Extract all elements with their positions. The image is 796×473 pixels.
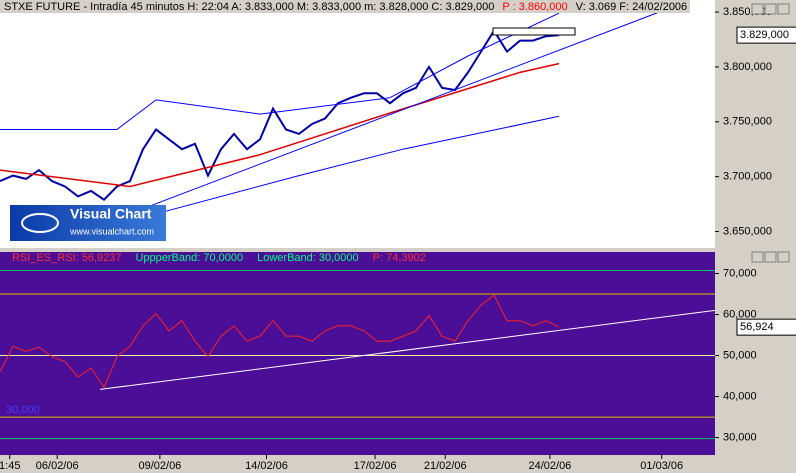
resistance-box <box>492 27 576 36</box>
y-tick-label: 3.700,000 <box>723 171 772 183</box>
x-tick-label: 14/02/06 <box>245 460 288 472</box>
plot-bg <box>0 252 715 455</box>
indicator-header: UppperBand: 70,0000 <box>135 252 243 264</box>
y-tick-label: 30,000 <box>723 431 757 443</box>
series-line <box>0 28 560 201</box>
last-value-label: 56,924 <box>740 321 774 333</box>
x-tick-label: 21/02/06 <box>424 460 467 472</box>
max-button[interactable] <box>764 251 777 263</box>
close-button[interactable] <box>777 3 790 15</box>
x-tick-label: 09/02/06 <box>138 460 181 472</box>
x-tick-label: 17/02/06 <box>354 460 397 472</box>
series-line <box>100 309 716 390</box>
series-line <box>120 9 666 218</box>
min-button[interactable] <box>751 251 764 263</box>
series-line <box>0 62 560 188</box>
last-value-box <box>736 318 796 336</box>
x-tick-label: 1:45 <box>0 460 20 472</box>
indicator-header: P: 74,3902 <box>373 252 426 264</box>
y-tick-label: 70,000 <box>723 267 757 279</box>
max-button[interactable] <box>764 3 777 15</box>
indicator-header: RSI_ES_RSI: 56,9237 <box>12 252 121 264</box>
header-text: STXE FUTURE - Intradía 45 minutos H: 22:… <box>4 1 494 13</box>
y-tick-label: 60,000 <box>723 308 757 320</box>
logo-box <box>10 205 166 241</box>
x-tick-label: 24/02/06 <box>528 460 571 472</box>
series-line <box>0 12 560 130</box>
min-button[interactable] <box>751 3 764 15</box>
x-tick-label: 06/02/06 <box>36 460 79 472</box>
y-tick-label: 3.800,000 <box>723 61 772 73</box>
y-tick-label: 3.650,000 <box>723 225 772 237</box>
header-bg <box>0 0 690 13</box>
header-text: V: 3.069 F: 24/02/2006 <box>576 1 688 13</box>
y-tick-label: 40,000 <box>723 390 757 402</box>
last-value-box <box>736 26 796 44</box>
corner-label: 30,000 <box>6 404 40 416</box>
x-tick-label: 01/03/06 <box>640 460 683 472</box>
header-text: P : 3.860,000 <box>502 1 567 13</box>
y-tick-label: 50,000 <box>723 349 757 361</box>
y-tick-label: 3.750,000 <box>723 116 772 128</box>
logo-url: www.visualchart.com <box>69 226 154 236</box>
panel-buttons <box>751 3 790 263</box>
close-button[interactable] <box>777 251 790 263</box>
indicator-header: LowerBand: 30,0000 <box>257 252 359 264</box>
last-value-label: 3.829,000 <box>740 29 789 41</box>
logo-name: Visual Chart <box>70 206 152 222</box>
axis-bg <box>715 252 796 455</box>
logo-icon <box>21 213 59 233</box>
series-line <box>142 115 560 218</box>
series-line <box>0 294 560 389</box>
